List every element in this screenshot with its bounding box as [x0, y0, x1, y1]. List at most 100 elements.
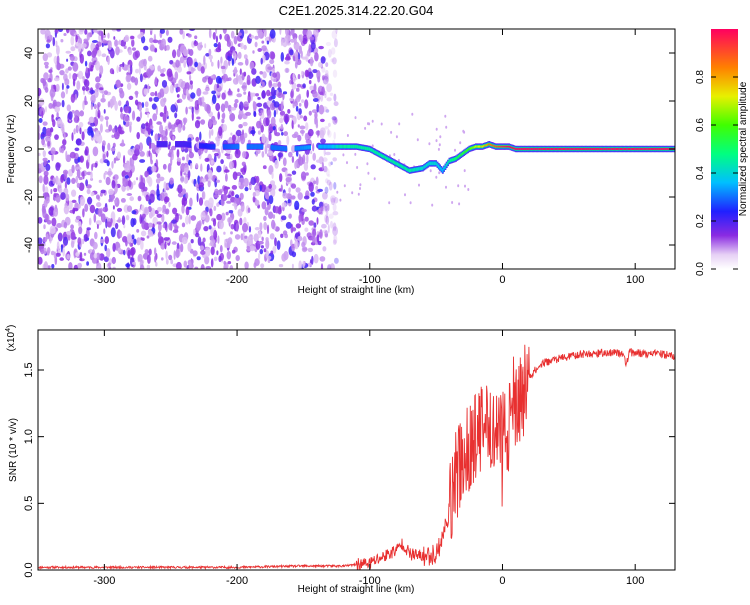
noise-speckle [45, 163, 51, 171]
noise-speckle [262, 29, 266, 32]
noise-speckle [215, 35, 218, 44]
snr-multiplier-exp: 4 [5, 328, 12, 332]
ridge-cell [278, 147, 281, 149]
ridge-cell [481, 145, 484, 148]
noise-speckle [173, 84, 178, 88]
noise-speckle [313, 180, 317, 185]
noise-speckle [212, 218, 217, 227]
noise-speckle [269, 233, 275, 240]
ridge-cell [516, 148, 518, 150]
noise-speckle [65, 193, 70, 202]
noise-speckle [264, 188, 269, 199]
ridge-cell [578, 148, 581, 150]
noise-speckle [250, 130, 256, 135]
noise-speckle [260, 184, 266, 193]
noise-speckle [255, 93, 259, 97]
noise-speckle [323, 148, 326, 157]
noise-speckle [202, 76, 207, 83]
noise-speckle [43, 199, 48, 208]
noise-speckle [304, 133, 308, 141]
noise-speckle [140, 240, 144, 251]
noise-speckle [185, 192, 189, 200]
noise-speckle [285, 177, 292, 183]
noise-speckle [194, 35, 198, 39]
noise-speckle [393, 153, 396, 156]
noise-speckle [75, 252, 80, 257]
noise-speckle [308, 110, 312, 116]
ridge-cell [636, 148, 639, 150]
noise-speckle [84, 203, 89, 212]
noise-speckle [43, 170, 49, 177]
noise-speckle [333, 131, 336, 140]
noise-speckle [193, 228, 196, 236]
noise-speckle [322, 192, 328, 200]
noise-speckle [59, 257, 64, 261]
noise-speckle [191, 106, 194, 114]
noise-speckle [205, 266, 212, 269]
noise-speckle [185, 206, 190, 216]
noise-speckle [319, 129, 325, 139]
noise-speckle [119, 230, 123, 238]
noise-speckle [104, 116, 110, 121]
noise-speckle [258, 252, 261, 261]
noise-speckle [42, 157, 48, 162]
noise-speckle [38, 175, 43, 184]
noise-speckle [75, 215, 81, 220]
noise-speckle [111, 180, 116, 189]
noise-speckle [207, 180, 211, 188]
y-tick-label: 0.0 [23, 562, 35, 577]
ridge-cell [652, 148, 655, 150]
noise-speckle [144, 170, 149, 178]
noise-speckle [55, 252, 61, 257]
noise-speckle [176, 149, 180, 158]
ridge-cell [536, 148, 538, 150]
noise-speckle [195, 136, 200, 142]
noise-speckle [324, 205, 328, 212]
noise-speckle [142, 186, 148, 192]
noise-speckle [236, 172, 242, 177]
noise-speckle [139, 73, 143, 83]
ridge-cell [306, 146, 309, 149]
noise-speckle [292, 72, 295, 80]
noise-speckle [114, 199, 118, 204]
ridge-cell [538, 148, 541, 150]
noise-speckle [332, 211, 339, 216]
noise-speckle [49, 235, 52, 244]
ridge-cell [225, 145, 228, 148]
ridge-cell [667, 148, 670, 150]
noise-speckle [261, 40, 265, 44]
x-tick-label: 100 [626, 274, 644, 286]
noise-speckle [42, 192, 48, 198]
noise-speckle [254, 185, 260, 190]
noise-speckle [296, 87, 300, 92]
ridge-cell [577, 148, 579, 150]
noise-speckle [247, 207, 251, 213]
ridge-cell [449, 159, 452, 162]
noise-speckle [242, 121, 248, 127]
noise-speckle [91, 40, 98, 43]
noise-speckle [97, 112, 100, 118]
noise-speckle [81, 43, 87, 48]
noise-speckle [204, 157, 210, 162]
snr-multiplier-base: (x10 [6, 331, 17, 351]
noise-speckle [125, 214, 130, 221]
noise-speckle [163, 237, 170, 241]
noise-speckle [94, 231, 98, 240]
noise-speckle [167, 36, 173, 43]
noise-speckle [232, 203, 238, 207]
noise-speckle [79, 251, 83, 261]
noise-speckle [186, 154, 189, 163]
noise-speckle [243, 44, 247, 50]
noise-speckle [159, 192, 165, 202]
noise-speckle [154, 48, 158, 53]
ridge-cell [606, 148, 609, 150]
noise-speckle [199, 131, 202, 141]
noise-speckle [228, 77, 232, 81]
noise-speckle [326, 168, 330, 177]
noise-speckle [103, 90, 109, 95]
noise-speckle [287, 199, 291, 204]
ridge-cell [257, 145, 260, 148]
ridge-cell [445, 163, 448, 166]
noise-speckle [66, 58, 69, 62]
noise-speckle [309, 56, 314, 67]
